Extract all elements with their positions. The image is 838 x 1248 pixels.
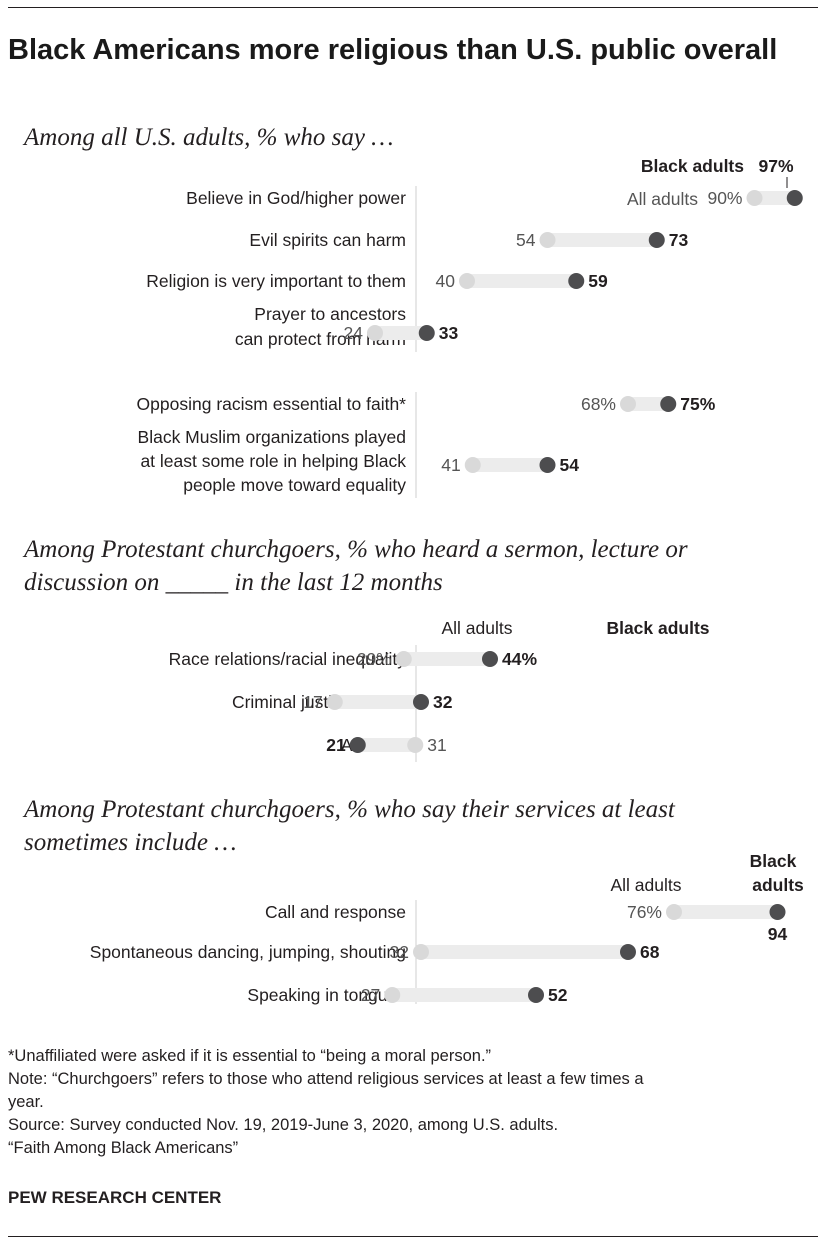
panel1-row1-all-adults-value: 90% <box>707 188 742 208</box>
panel1-row4-label-line2: can protect from harm <box>235 329 406 349</box>
panel1-row2-black-adults-dot <box>648 232 665 248</box>
panel3-subtitle-line2: sometimes include … <box>24 829 237 856</box>
panel3-row2-connector-bar <box>421 945 628 959</box>
footnote-asterisk: *Unaffiliated were asked if it is essent… <box>8 1047 492 1065</box>
panel1-legend-black: Black adults <box>641 156 744 176</box>
panel1-row5-black-adults-value: 75% <box>680 394 715 414</box>
panel1-row5-black-adults-dot <box>660 396 677 412</box>
panel3-row2-black-adults-value: 68 <box>640 942 660 962</box>
footer-rule <box>8 1236 818 1237</box>
footnotes: *Unaffiliated were asked if it is essent… <box>8 1045 808 1160</box>
panel1-row6-black-adults-dot <box>539 457 556 473</box>
panel1-row5-all-adults-value: 68% <box>581 394 616 414</box>
panel3-row1-all-adults-value: 76% <box>627 902 662 922</box>
panel3-row1-black-adults-value: 94 <box>768 924 788 944</box>
panel1-legend-all: All adults <box>627 189 698 209</box>
panel2-row2-all-adults-value: 17 <box>303 692 322 712</box>
panel2-row3-all-adults-value: 31 <box>427 735 446 755</box>
panel1-row4-all-adults-value: 24 <box>344 323 364 343</box>
panel2-legend-all: All adults <box>441 618 512 638</box>
panel1-black-value-label: 97% <box>758 156 793 176</box>
panel2-row1-black-adults-value: 44% <box>502 649 537 669</box>
footnote-note-line1: Note: “Churchgoers” refers to those who … <box>8 1070 644 1088</box>
panel1-row2-connector-bar <box>547 233 657 247</box>
panel1-row6-label-line3: people move toward equality <box>183 475 406 495</box>
panel3-row3-connector-bar <box>392 988 536 1002</box>
panel2-row1-all-adults-dot <box>395 651 412 667</box>
panel2-subtitle-line2: discussion on _____ in the last 12 month… <box>24 569 443 596</box>
panel3-row3-all-adults-dot <box>384 987 401 1003</box>
panel2-row1-black-adults-dot <box>482 651 498 667</box>
panel2-row2-black-adults-value: 32 <box>433 692 453 712</box>
panel1-row6-connector-bar <box>472 458 548 472</box>
panel1-row2-all-adults-value: 54 <box>516 230 536 250</box>
panel3-row2-all-adults-dot <box>413 944 429 960</box>
panel1-row3-all-adults-dot <box>459 273 475 289</box>
panel3-row1-all-adults-dot <box>666 904 682 920</box>
panel1-row2-black-adults-value: 73 <box>669 230 689 250</box>
panel2-row3-black-adults-value: 21 <box>326 735 346 755</box>
panel1-row3-label-line1: Religion is very important to them <box>146 271 406 291</box>
panel1-row6-label-line1: Black Muslim organizations played <box>138 427 406 447</box>
panel1-row2-label-line1: Evil spirits can harm <box>249 230 406 250</box>
panel2-row3-all-adults-dot <box>407 737 424 753</box>
panel1-row4-black-adults-dot <box>418 325 435 341</box>
top-rule <box>8 7 818 8</box>
panel1-row6-black-adults-value: 54 <box>560 455 580 475</box>
panel3-row1-black-adults-dot <box>769 904 786 920</box>
panel1-row3-black-adults-value: 59 <box>588 271 608 291</box>
panel2-legend-black: Black adults <box>606 618 709 638</box>
panel3-row3-black-adults-value: 52 <box>548 985 568 1005</box>
panel1-row3-black-adults-dot <box>568 273 585 289</box>
panel2-subtitle-line1: Among Protestant churchgoers, % who hear… <box>24 536 688 563</box>
panel1-row6-all-adults-dot <box>464 457 481 473</box>
panel1-subtitle: Among all U.S. adults, % who say … <box>24 124 394 151</box>
panel2-row2-connector-bar <box>334 695 421 709</box>
panel3-row3-all-adults-value: 27 <box>361 985 380 1005</box>
panel1-row5-all-adults-dot <box>620 396 636 412</box>
panel3-legend-all: All adults <box>610 875 681 895</box>
panel1-row6-label-line2: at least some role in helping Black <box>140 451 406 471</box>
panel3-row3-label-line1: Speaking in tongues <box>247 985 406 1005</box>
panel1-row1-connector-bar <box>754 191 795 205</box>
panel3-row1-label-line1: Call and response <box>265 902 406 922</box>
panel3-legend-black-line2: adults <box>752 875 804 895</box>
footnote-source: Source: Survey conducted Nov. 19, 2019-J… <box>8 1116 559 1134</box>
dot-plot-chart: Black adults 97% All adults All adults B… <box>90 156 804 1005</box>
panel1-row1-label-line1: Believe in God/higher power <box>186 188 406 208</box>
panel1-row4-label-line1: Prayer to ancestors <box>254 304 406 324</box>
brand-logo-text: PEW RESEARCH CENTER <box>8 1188 222 1207</box>
panel1-row4-all-adults-dot <box>367 325 383 341</box>
panel1-row4-black-adults-value: 33 <box>439 323 459 343</box>
panel2-row3-black-adults-dot <box>349 737 366 753</box>
footnote-report: “Faith Among Black Americans” <box>8 1139 239 1157</box>
panel3-row3-black-adults-dot <box>528 987 544 1003</box>
panel3-legend-black-line1: Black <box>750 851 797 871</box>
panel3-row1-connector-bar <box>674 905 778 919</box>
panel2-row2-all-adults-dot <box>326 694 343 710</box>
panel3-row2-black-adults-dot <box>620 944 636 960</box>
panel2-row2-black-adults-dot <box>413 694 429 710</box>
panel1-row6-all-adults-value: 41 <box>441 455 460 475</box>
panel2-row3-connector-bar <box>357 738 416 752</box>
panel2-row1-all-adults-value: 29% <box>357 649 392 669</box>
panel1-row2-all-adults-dot <box>539 232 556 248</box>
panel1-row5-label-line1: Opposing racism essential to faith* <box>137 394 407 414</box>
panel1-row1-black-adults-dot <box>786 190 803 206</box>
panel2-row1-connector-bar <box>403 652 490 666</box>
panel1-row1-all-adults-dot <box>746 190 763 206</box>
panel1-row3-connector-bar <box>467 274 577 288</box>
panel3-subtitle-line1: Among Protestant churchgoers, % who say … <box>24 796 675 823</box>
panel3-row2-label-line1: Spontaneous dancing, jumping, shouting <box>90 942 406 962</box>
panel2-row1-label-line1: Race relations/racial inequality <box>169 649 407 669</box>
panel1-row4-connector-bar <box>375 326 427 340</box>
footnote-note-line2: year. <box>8 1093 44 1111</box>
panel3-row2-all-adults-value: 32 <box>390 942 409 962</box>
panel1-row5-connector-bar <box>628 397 669 411</box>
chart-title: Black Americans more religious than U.S.… <box>8 34 778 66</box>
panel1-row3-all-adults-value: 40 <box>436 271 456 291</box>
